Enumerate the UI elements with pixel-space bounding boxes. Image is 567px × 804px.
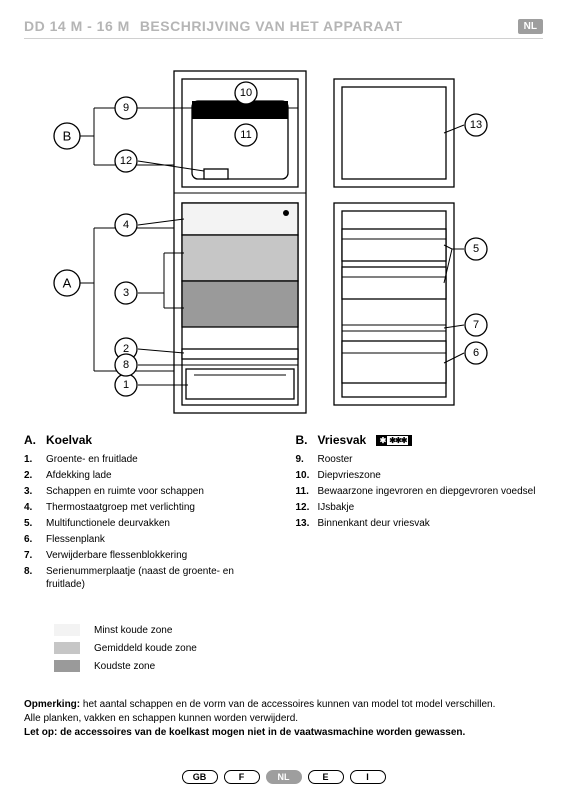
svg-text:6: 6 <box>472 347 478 359</box>
list-item: 9.Rooster <box>296 453 544 466</box>
section-b-list: 9.Rooster 10.Diepvrieszone 11.Bewaarzone i… <box>296 453 544 530</box>
list-item: 13.Binnenkant deur vriesvak <box>296 517 544 530</box>
list-item: 4.Thermostaatgroep met verlichting <box>24 501 272 514</box>
svg-text:4: 4 <box>122 219 128 231</box>
svg-text:5: 5 <box>472 243 478 255</box>
list-item: 5.Multifunctionele deurvakken <box>24 517 272 530</box>
list-item: 10.Diepvrieszone <box>296 469 544 482</box>
list-item: 1.Groente- en fruitlade <box>24 453 272 466</box>
lang-pill-gb[interactable]: GB <box>182 770 218 784</box>
svg-text:10: 10 <box>239 87 251 99</box>
legend-row: Minst koude zone <box>54 624 543 636</box>
section-a: A. Koelvak 1.Groente- en fruitlade2.Afde… <box>24 433 272 594</box>
page-header: DD 14 M - 16 M BESCHRIJVING VAN HET APPA… <box>24 18 543 39</box>
model-code: DD 14 M - 16 M <box>24 18 130 34</box>
list-item: 8.Serienummerplaatje (naast de groente- … <box>24 565 272 591</box>
svg-text:8: 8 <box>122 359 128 371</box>
svg-text:3: 3 <box>122 287 128 299</box>
freezer-star-icon: ✱✱✱✱ <box>376 435 413 446</box>
section-b-title: Vriesvak <box>318 433 367 447</box>
zone-legend: Minst koude zone Gemiddeld koude zone Koud… <box>54 624 543 672</box>
list-item: 6.Flessenplank <box>24 533 272 546</box>
appliance-diagram: AB12345678910111213 <box>24 53 543 423</box>
section-a-title: Koelvak <box>46 433 92 447</box>
notes: Opmerking: het aantal schappen en de vor… <box>24 698 543 740</box>
svg-text:7: 7 <box>472 319 478 331</box>
svg-text:13: 13 <box>469 119 481 131</box>
lang-pill-e[interactable]: E <box>308 770 344 784</box>
legend-row: Gemiddeld koude zone <box>54 642 543 654</box>
svg-text:11: 11 <box>240 129 251 141</box>
section-b: B. Vriesvak ✱✱✱✱ 9.Rooster10.Diepvrieszo… <box>296 433 544 594</box>
svg-text:1: 1 <box>122 379 128 391</box>
note-line2: Alle planken, vakken en schappen kunnen … <box>24 712 543 726</box>
svg-text:A: A <box>62 276 71 291</box>
note-line1: het aantal schappen en de vorm van de ac… <box>80 699 495 710</box>
lang-pill-nl[interactable]: NL <box>266 770 302 784</box>
list-item: 2.Afdekking lade <box>24 469 272 482</box>
lang-pill-f[interactable]: F <box>224 770 260 784</box>
page-title: BESCHRIJVING VAN HET APPARAAT <box>140 18 518 34</box>
svg-text:12: 12 <box>119 155 131 167</box>
list-item: 12.IJsbakje <box>296 501 544 514</box>
svg-text:B: B <box>62 129 71 144</box>
note-label: Opmerking: <box>24 699 80 710</box>
list-item: 3.Schappen en ruimte voor schappen <box>24 485 272 498</box>
language-badge: NL <box>518 19 543 34</box>
svg-text:2: 2 <box>122 343 128 355</box>
list-item: 7.Verwijderbare flessenblokkering <box>24 549 272 562</box>
svg-text:9: 9 <box>122 102 128 114</box>
lang-pill-i[interactable]: I <box>350 770 386 784</box>
section-a-list: 1.Groente- en fruitlade 2.Afdekking lade 3… <box>24 453 272 591</box>
list-item: 11.Bewaarzone ingevroren en diepgevroren… <box>296 485 544 498</box>
language-footer: GB F NL EI <box>24 770 543 784</box>
note-line3: Let op: de accessoires van de koelkast m… <box>24 726 543 740</box>
legend-row: Koudste zone <box>54 660 543 672</box>
